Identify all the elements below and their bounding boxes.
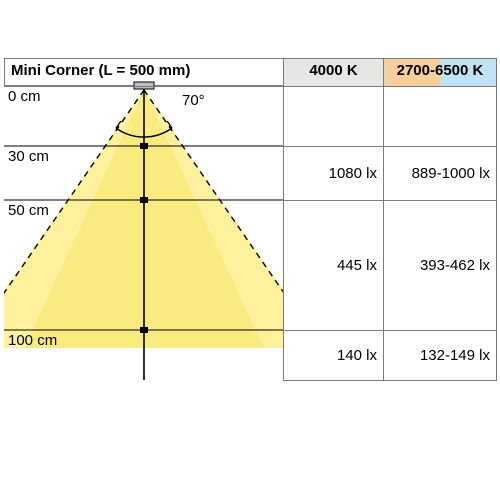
figure: { "title": "Mini Corner (L = 500 mm)", "…: [0, 0, 500, 500]
cell-0-c1: [284, 87, 384, 147]
cell-30-c2: 889-1000 lx: [384, 147, 497, 201]
cell-50-c2: 393-462 lx: [384, 201, 497, 331]
cell-50-c1: 445 lx: [284, 201, 384, 331]
col-4000k-label: 4000 K: [309, 62, 357, 79]
cell-30-c1: 1080 lx: [284, 147, 384, 201]
col-tunable-label: 2700-6500 K: [397, 62, 484, 79]
col-2700-6500k: 2700-6500 K: [384, 59, 497, 87]
table-title: Mini Corner (L = 500 mm): [5, 59, 284, 87]
cell-0-c2: [384, 87, 497, 147]
cell-100-c1: 140 lx: [284, 331, 384, 381]
cell-100-c2: 132-149 lx: [384, 331, 497, 381]
lux-table: Mini Corner (L = 500 mm) 4000 K 2700-650…: [4, 58, 497, 381]
col-4000k: 4000 K: [284, 59, 384, 87]
